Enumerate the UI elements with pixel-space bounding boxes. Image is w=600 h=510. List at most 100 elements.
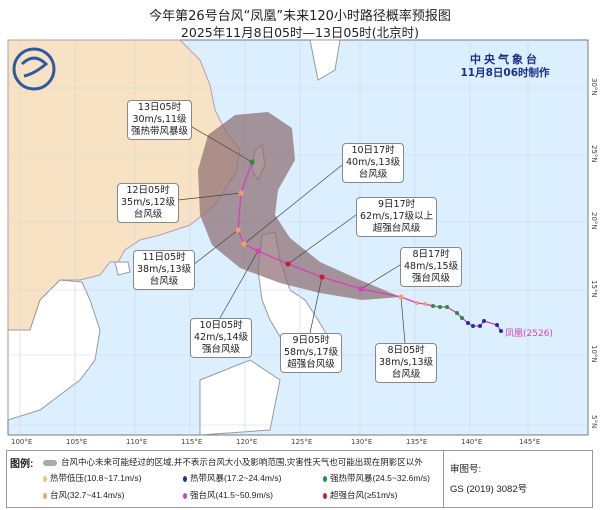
forecast-label: 10日05时 42m/s,14级 强台风级 [190, 318, 253, 358]
forecast-time: 12日05时 [126, 185, 170, 196]
forecast-level: 台风级 [149, 276, 179, 287]
past-track-point [471, 324, 475, 328]
forecast-time: 10日17时 [351, 145, 395, 156]
forecast-wind: 38m/s,13级 [379, 357, 434, 368]
review-number-box: 审图号: GS (2019) 3082号 [443, 450, 593, 508]
cma-logo [12, 47, 56, 91]
forecast-time: 8日17时 [412, 249, 450, 260]
forecast-level: 超强台风级 [287, 359, 335, 370]
legend-item: 热带风暴(17.2~24.4m/s) [183, 472, 281, 484]
past-track-points [415, 301, 503, 333]
forecast-time: 8日05时 [387, 345, 425, 356]
map-subtitle: 2025年11月8日05时—13日05时(北京时) [180, 25, 420, 40]
forecast-label: 11日05时 38m/s,13级 台风级 [133, 250, 196, 290]
past-track-point [495, 323, 499, 327]
forecast-point [358, 286, 364, 292]
forecast-level: 台风级 [133, 209, 163, 220]
legend-dot-icon [323, 475, 327, 482]
past-track-point [482, 319, 486, 323]
forecast-level: 强热带风暴级 [131, 126, 189, 137]
forecast-level: 强台风级 [202, 344, 241, 355]
legend-item: 强热带风暴(24.5~32.6m/s) [323, 472, 430, 484]
forecast-wind: 35m/s,12级 [121, 197, 176, 208]
lat-label: 15°N [590, 280, 598, 298]
lat-label: 20°N [590, 212, 598, 230]
legend-dot-icon [323, 492, 327, 499]
agency-name: 中央气象台 [470, 53, 540, 66]
forecast-point [238, 190, 244, 196]
leader-lines [177, 119, 406, 344]
forecast-wind: 30m/s,11级 [132, 114, 187, 125]
forecast-label: 8日17时 48m/s,15级 强台风级 [400, 247, 463, 287]
forecast-label: 10日17时 40m/s,13级 台风级 [342, 143, 405, 183]
legend-item: 热带低压(10.8~17.1m/s) [43, 472, 141, 484]
forecast-point [319, 274, 325, 280]
lon-label: 140°E [461, 438, 483, 446]
forecast-wind: 48m/s,15级 [404, 261, 459, 272]
cone-swatch-icon [43, 459, 57, 466]
legend-item: 强台风(41.5~50.9m/s) [183, 489, 273, 501]
made-time: 11月8日06时制作 [460, 67, 550, 79]
legend-label: 强热带风暴(24.5~32.6m/s) [330, 473, 430, 483]
lon-label: 135°E [406, 438, 428, 446]
forecast-label: 9日17时 62m/s,17级以上 超强台风级 [356, 197, 438, 237]
lon-label: 105°E [66, 438, 88, 446]
past-track-point [499, 329, 503, 333]
legend-item: 台风(32.7~41.4m/s) [43, 489, 124, 501]
legend-label: 台风(32.7~41.4m/s) [50, 490, 125, 500]
lon-label: 125°E [291, 438, 313, 446]
forecast-point [398, 294, 404, 300]
land-borneo [199, 359, 281, 436]
past-track-point [438, 305, 442, 309]
legend-label: 超强台风(≥51m/s) [330, 490, 398, 500]
lat-label: 25°N [590, 145, 598, 163]
forecast-point [241, 241, 247, 247]
forecast-wind: 58m/s,17级 [284, 347, 339, 358]
forecast-level: 台风级 [391, 369, 421, 380]
legend: 图例: 台风中心未来可能经过的区域,并不表示台风大小及影响范围,灾害性天气也可能… [6, 450, 444, 508]
legend-item: 超强台风(≥51m/s) [323, 489, 397, 501]
forecast-point [285, 261, 291, 267]
land-indochina [7, 279, 101, 421]
track-line [237, 161, 502, 332]
past-track-point [478, 324, 482, 328]
lon-label: 145°E [519, 438, 541, 446]
map-title: 今年第26号台风“凤凰”未来120小时路径概率预报图 [149, 9, 451, 24]
forecast-wind: 62m/s,17级以上 [360, 211, 434, 222]
legend-cone: 台风中心未来可能经过的区域,并不表示台风大小及影响范围,灾害性天气也可能出现在阴… [43, 456, 423, 468]
forecast-level: 超强台风级 [372, 223, 421, 234]
lon-label: 110°E [126, 438, 148, 446]
forecast-label: 12日05时 35m/s,12级 台风级 [117, 183, 180, 223]
legend-dot-icon [43, 475, 47, 482]
legend-label: 热带风暴(17.2~24.4m/s) [190, 473, 282, 483]
past-track-point [431, 304, 435, 308]
forecast-wind: 42m/s,14级 [194, 332, 249, 343]
past-track-point [415, 301, 419, 305]
past-track-point [455, 311, 459, 315]
review-label: 审图号: [450, 464, 482, 475]
legend-title: 图例: [10, 459, 34, 470]
typhoon-name-label: 凤凰(2526) [505, 329, 553, 339]
lat-label: 10°N [590, 345, 598, 363]
legend-label: 强台风(41.5~50.9m/s) [190, 490, 273, 500]
legend-dot-icon [183, 492, 187, 499]
forecast-point [255, 248, 261, 254]
past-track-point [460, 316, 464, 320]
forecast-points [235, 159, 404, 300]
forecast-label: 9日05时 58m/s,17级 超强台风级 [280, 333, 343, 373]
forecast-wind: 38m/s,13级 [137, 264, 192, 275]
forecast-level: 强台风级 [412, 273, 451, 284]
forecast-point [235, 227, 241, 233]
lon-label: 100°E [11, 438, 33, 446]
past-track-point [445, 305, 449, 309]
forecast-time: 11日05时 [142, 252, 186, 263]
forecast-point [249, 159, 255, 165]
legend-dot-icon [43, 492, 47, 499]
forecast-time: 10日05时 [199, 320, 243, 331]
lon-label: 120°E [236, 438, 258, 446]
forecast-level: 台风级 [358, 169, 388, 180]
forecast-time: 9日05时 [292, 335, 330, 346]
probability-cone [198, 112, 401, 300]
lat-label: 30°N [590, 78, 598, 96]
legend-dot-icon [183, 475, 187, 482]
